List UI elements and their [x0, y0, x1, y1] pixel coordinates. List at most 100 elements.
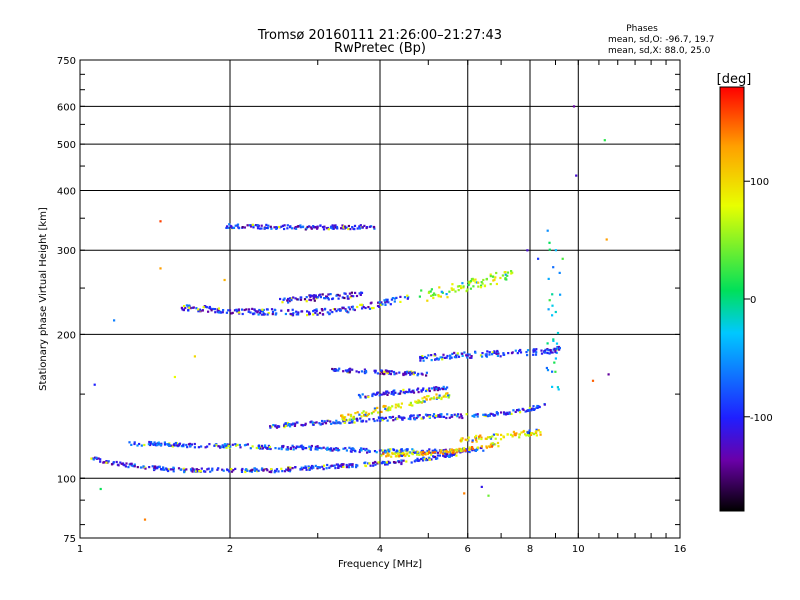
data-point — [251, 445, 254, 448]
data-point — [351, 305, 354, 308]
data-point — [471, 414, 474, 418]
data-point — [351, 421, 354, 424]
data-point — [286, 224, 289, 227]
data-point — [504, 276, 507, 280]
data-point — [152, 443, 155, 446]
data-point — [261, 447, 265, 450]
data-point — [293, 227, 296, 230]
data-point — [452, 450, 455, 453]
data-point — [158, 465, 161, 468]
data-point — [384, 392, 387, 395]
data-point — [377, 301, 380, 304]
data-point — [249, 469, 252, 472]
data-point — [346, 295, 349, 298]
data-point — [467, 280, 470, 283]
data-point — [421, 373, 424, 376]
data-point — [256, 470, 259, 473]
data-point — [289, 225, 292, 228]
data-point — [345, 449, 348, 452]
data-point — [138, 442, 141, 446]
data-point — [399, 300, 402, 303]
data-point — [358, 450, 361, 454]
data-point — [367, 414, 370, 417]
data-point — [383, 370, 386, 373]
data-point — [482, 413, 485, 416]
data-point — [294, 447, 298, 450]
data-point — [411, 404, 414, 407]
data-point — [321, 465, 324, 468]
data-point — [515, 432, 518, 435]
data-point — [217, 309, 220, 313]
data-point — [421, 388, 424, 391]
data-point — [421, 355, 424, 358]
data-point — [347, 227, 350, 231]
data-point — [456, 352, 459, 355]
data-point — [467, 283, 470, 287]
data-point — [466, 356, 469, 359]
data-point — [343, 296, 346, 300]
data-point — [474, 281, 477, 284]
data-point — [336, 463, 339, 466]
data-point — [392, 461, 396, 464]
data-point — [300, 466, 303, 469]
data-point — [327, 448, 330, 451]
data-point — [428, 389, 431, 393]
data-point — [299, 224, 302, 227]
data-point — [548, 241, 551, 244]
data-point — [306, 314, 309, 317]
data-point — [427, 291, 430, 294]
chart-title: Tromsø 20160111 21:26:00–21:27:43 — [257, 28, 502, 43]
data-point — [183, 469, 186, 472]
data-point — [364, 449, 367, 452]
data-point — [308, 298, 311, 301]
data-point — [452, 449, 455, 452]
data-point — [402, 453, 405, 457]
data-point — [551, 351, 554, 354]
data-point — [334, 467, 337, 470]
data-point — [196, 470, 199, 473]
data-point — [159, 220, 162, 223]
data-point — [304, 423, 307, 427]
data-point — [451, 283, 454, 286]
data-point — [266, 308, 269, 311]
data-point — [143, 443, 146, 447]
data-point — [433, 354, 436, 357]
data-point — [421, 397, 424, 400]
data-point — [454, 449, 457, 452]
data-point — [543, 403, 546, 406]
data-point — [457, 289, 460, 292]
data-point — [507, 352, 510, 355]
data-point — [185, 468, 188, 471]
colorbar-tick-label: 0 — [750, 295, 756, 306]
data-point — [490, 445, 493, 448]
data-point — [120, 462, 123, 465]
data-point — [430, 288, 433, 291]
data-point — [305, 468, 308, 471]
data-point — [314, 445, 317, 448]
data-point — [389, 373, 392, 376]
data-point — [263, 227, 266, 230]
data-point — [326, 311, 329, 314]
data-point — [442, 395, 445, 398]
data-point — [348, 418, 351, 421]
data-point — [398, 461, 401, 464]
data-point — [406, 452, 409, 455]
data-point — [428, 456, 431, 459]
data-point — [119, 461, 122, 464]
data-point — [428, 387, 431, 390]
data-point — [171, 468, 175, 471]
data-point — [289, 312, 292, 316]
data-point — [433, 416, 436, 419]
data-point — [464, 449, 467, 452]
data-point — [341, 224, 344, 227]
data-point — [209, 470, 212, 473]
data-point — [391, 415, 395, 418]
data-point — [532, 350, 535, 353]
data-point — [132, 464, 135, 468]
data-point — [182, 444, 185, 447]
data-point — [345, 466, 348, 469]
data-point — [477, 437, 480, 440]
data-point — [348, 463, 351, 466]
data-point — [148, 440, 151, 444]
data-point — [256, 227, 260, 230]
